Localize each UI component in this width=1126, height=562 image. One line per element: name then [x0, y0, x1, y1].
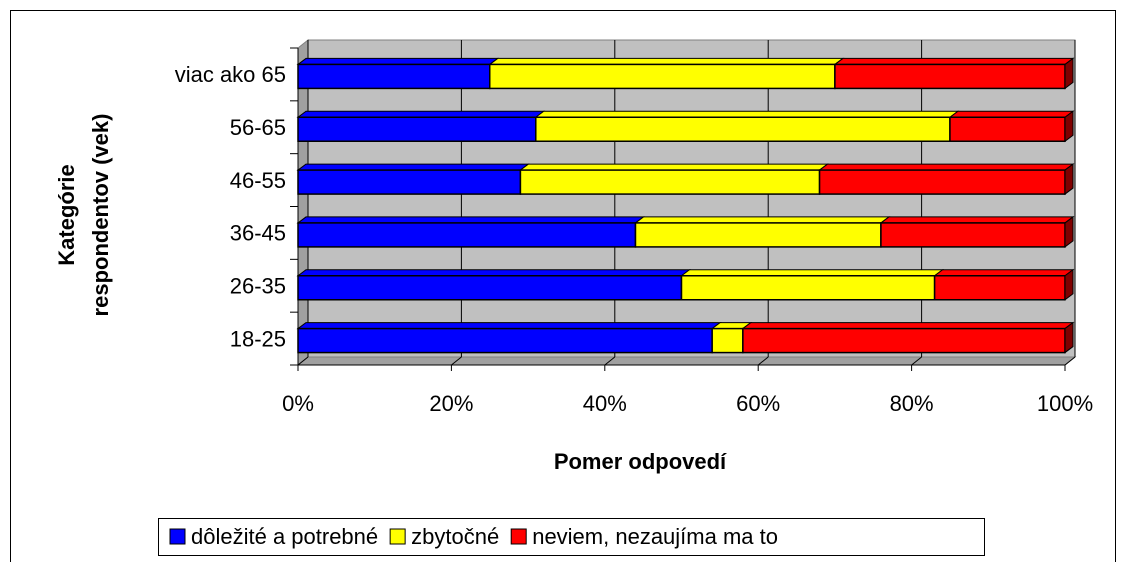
grid-line — [1064, 356, 1076, 366]
legend-box — [158, 518, 985, 556]
bar — [519, 169, 821, 195]
legend-label: dôležité a potrebné — [191, 524, 378, 549]
legend-swatch — [389, 528, 406, 545]
bar — [949, 116, 1066, 142]
bar — [711, 327, 744, 354]
bar-top — [296, 163, 530, 171]
y-axis-label-line: respondentov (vek) — [88, 114, 113, 317]
bar-top — [296, 269, 691, 277]
bar — [634, 222, 882, 248]
bar-top — [879, 216, 1075, 224]
grid-line — [604, 356, 616, 366]
grid-line — [297, 356, 309, 366]
bar-top — [633, 216, 891, 224]
grid-line — [451, 356, 462, 366]
bar — [742, 327, 1066, 354]
bar-side — [1064, 163, 1074, 196]
bar-side — [1064, 215, 1074, 248]
x-tick-label: 0% — [282, 391, 314, 416]
floor — [296, 356, 1077, 366]
bar-top — [488, 57, 845, 65]
y-tick-label: 46-55 — [230, 168, 286, 193]
bar — [297, 275, 683, 301]
legend-swatch — [510, 528, 527, 545]
bar-top — [296, 57, 500, 65]
bar — [297, 63, 491, 90]
bar-top — [680, 269, 945, 277]
bar — [297, 222, 637, 248]
x-axis-label: Pomer odpovedí — [554, 449, 727, 474]
bar — [297, 116, 537, 142]
bar-side — [1064, 110, 1074, 143]
bar-top — [933, 269, 1075, 277]
bar — [297, 169, 522, 195]
x-tick-label: 40% — [583, 391, 627, 416]
bar-top — [296, 216, 645, 224]
y-tick-label: 56-65 — [230, 115, 286, 140]
legend-label: zbytočné — [411, 524, 499, 549]
bar — [297, 327, 713, 354]
grid-line — [911, 356, 922, 366]
y-axis-label: Kategórie respondentov (vek) — [54, 114, 113, 317]
y-tick-label: 26-35 — [230, 274, 286, 299]
x-tick-label: 20% — [429, 391, 473, 416]
grid-line — [757, 356, 769, 366]
bar — [680, 275, 936, 301]
legend-swatch — [169, 528, 186, 545]
legend-label: neviem, nezaujíma ma to — [532, 524, 778, 549]
x-tick-label: 100% — [1037, 391, 1093, 416]
y-tick-label: 36-45 — [230, 221, 286, 246]
bar — [535, 116, 951, 142]
bar-top — [948, 110, 1075, 118]
bar-top — [296, 110, 546, 118]
bar-side — [1064, 321, 1074, 354]
bar-side — [1064, 57, 1074, 90]
bar-top — [296, 322, 722, 330]
bar-top — [534, 110, 960, 118]
bar-side — [1064, 268, 1074, 301]
x-tick-label: 80% — [890, 391, 934, 416]
x-tick-label: 60% — [736, 391, 780, 416]
bar — [834, 63, 1066, 90]
y-tick-label: viac ako 65 — [175, 62, 286, 87]
bar — [880, 222, 1066, 248]
bar — [818, 169, 1066, 195]
y-tick-label: 18-25 — [230, 326, 286, 351]
bar — [933, 275, 1066, 301]
bar-top — [818, 163, 1075, 171]
bar-top — [741, 322, 1075, 330]
y-axis-label-line: Kategórie — [54, 164, 79, 265]
bar — [489, 63, 836, 90]
bar-top — [833, 57, 1075, 65]
bar-top — [518, 163, 830, 171]
